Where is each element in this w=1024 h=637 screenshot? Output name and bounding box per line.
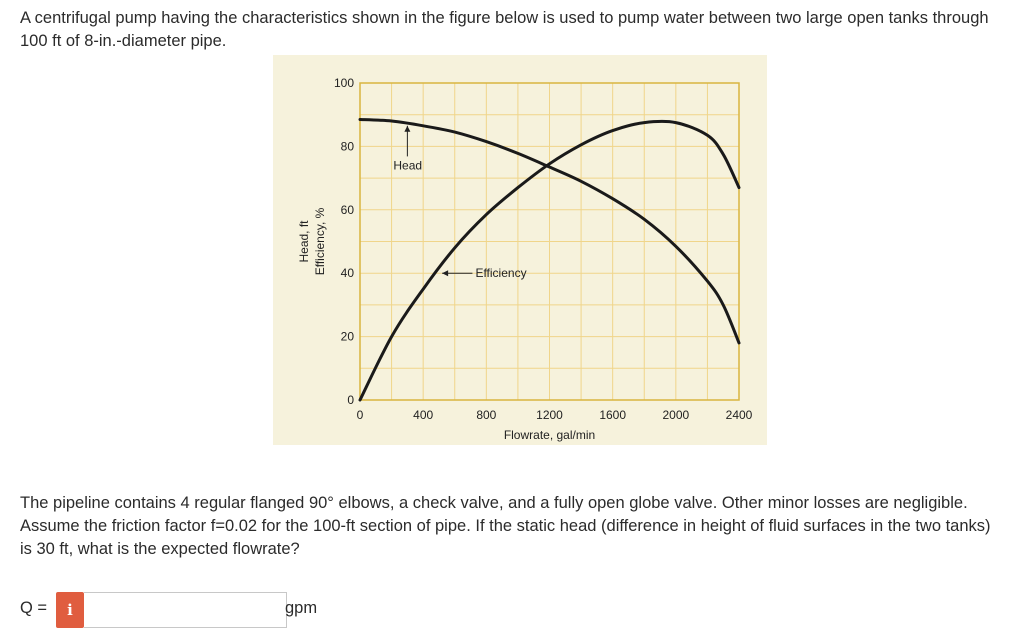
chart-annotations: Head Efficiency bbox=[393, 125, 527, 280]
y-tick-label: 0 bbox=[347, 393, 354, 407]
chart-curves bbox=[358, 118, 741, 402]
x-tick-label: 0 bbox=[357, 408, 364, 422]
annotation-efficiency-arrowhead bbox=[442, 270, 449, 277]
annotation-efficiency-label: Efficiency bbox=[475, 266, 526, 280]
flowrate-unit-label: gpm bbox=[285, 599, 318, 617]
chart-ticks: 0 400 800 1200 1600 2000 2400 0 20 40 60 80 100 bbox=[334, 76, 753, 422]
x-tick-label: 1200 bbox=[536, 408, 563, 422]
x-tick-label: 400 bbox=[413, 408, 433, 422]
y-tick-label: 60 bbox=[341, 203, 355, 217]
problem-details-text: The pipeline contains 4 regular flanged … bbox=[20, 494, 991, 558]
series-line-efficiency bbox=[358, 119, 741, 402]
plot-frame bbox=[359, 82, 740, 401]
chart-grid bbox=[359, 82, 740, 401]
flowrate-answer-input[interactable] bbox=[84, 592, 287, 628]
x-axis-label: Flowrate, gal/min bbox=[504, 428, 595, 442]
y-tick-label: 100 bbox=[334, 76, 354, 90]
x-tick-label: 2000 bbox=[662, 408, 689, 422]
pump-characteristics-figure: 0 400 800 1200 1600 2000 2400 0 20 40 60 80 100 Head… bbox=[273, 55, 767, 445]
x-tick-label: 2400 bbox=[726, 408, 753, 422]
series-line-head bbox=[358, 118, 741, 345]
problem-intro-text: A centrifugal pump having the characteri… bbox=[20, 9, 989, 50]
x-tick-label: 1600 bbox=[599, 408, 626, 422]
pump-characteristics-chart: 0 400 800 1200 1600 2000 2400 0 20 40 60 80 100 Head… bbox=[297, 76, 753, 442]
y-tick-label: 80 bbox=[341, 139, 355, 153]
info-icon[interactable]: i bbox=[56, 592, 84, 628]
annotation-head-label: Head bbox=[393, 158, 422, 172]
x-tick-label: 800 bbox=[476, 408, 496, 422]
y-tick-label: 20 bbox=[341, 330, 355, 344]
y-axis-label-efficiency: Efficiency, % bbox=[313, 207, 327, 275]
y-tick-label: 40 bbox=[341, 266, 355, 280]
y-axis-label-head: Head, ft bbox=[297, 220, 311, 263]
flowrate-label: Q = bbox=[20, 599, 48, 617]
annotation-head-arrowhead bbox=[404, 125, 411, 132]
answer-row: Q = i gpm bbox=[20, 592, 620, 628]
